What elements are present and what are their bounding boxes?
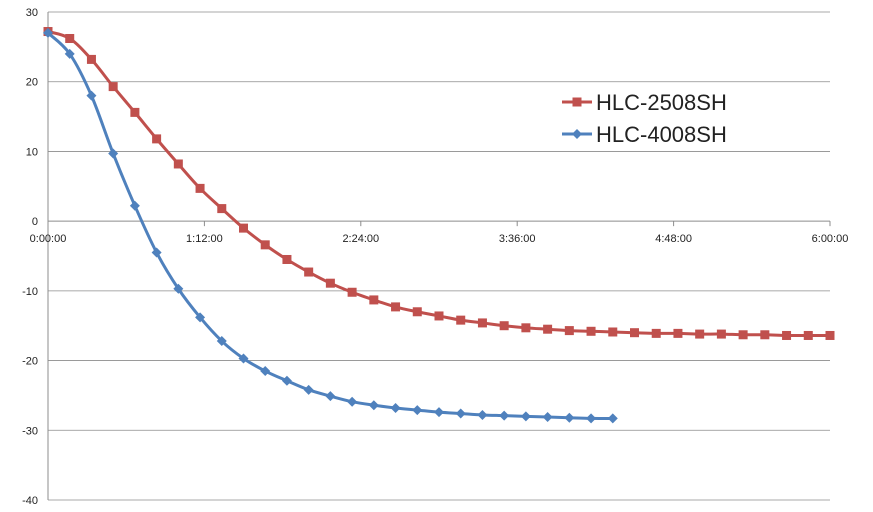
data-point-hlc-2508sh [456, 315, 466, 325]
data-point-hlc-2508sh [391, 302, 401, 312]
data-point-hlc-2508sh [173, 159, 183, 169]
y-tick-label: 10 [26, 146, 38, 158]
series-line-hlc-2508sh [47, 30, 830, 338]
data-point-hlc-2508sh [521, 323, 531, 333]
data-point-hlc-4008sh [151, 247, 162, 258]
data-point-hlc-4008sh [477, 409, 488, 420]
data-point-hlc-2508sh [434, 311, 444, 321]
y-tick-label: -10 [22, 286, 38, 298]
x-tick-label: 2:24:00 [342, 233, 379, 245]
data-point-hlc-2508sh [325, 278, 335, 288]
data-point-hlc-2508sh [369, 295, 379, 305]
data-point-hlc-2508sh [347, 287, 357, 297]
data-point-hlc-2508sh [477, 318, 487, 328]
data-point-hlc-4008sh [260, 366, 271, 377]
data-point-hlc-2508sh [782, 330, 792, 340]
data-point-hlc-4008sh [303, 384, 314, 395]
data-point-hlc-2508sh [195, 183, 205, 193]
data-point-hlc-4008sh [412, 405, 423, 416]
legend-label-hlc-2508sh: HLC-2508SH [596, 90, 727, 115]
data-point-hlc-2508sh [260, 240, 270, 250]
data-point-hlc-4008sh [195, 312, 206, 323]
data-point-hlc-4008sh [238, 353, 249, 364]
data-point-hlc-2508sh [716, 329, 726, 339]
data-point-hlc-2508sh [630, 328, 639, 338]
y-tick-label: -40 [22, 495, 38, 507]
data-point-hlc-4008sh [281, 375, 292, 386]
data-point-hlc-4008sh [173, 283, 184, 294]
data-point-hlc-2508sh [152, 134, 162, 144]
data-point-hlc-4008sh [368, 400, 379, 411]
data-point-hlc-2508sh [412, 307, 422, 317]
data-point-hlc-2508sh [543, 324, 553, 334]
data-point-hlc-4008sh [347, 396, 358, 407]
legend-label-hlc-4008sh: HLC-4008SH [596, 122, 727, 147]
data-point-hlc-4008sh [108, 148, 119, 159]
data-point-hlc-2508sh [304, 267, 314, 277]
data-point-hlc-4008sh [455, 408, 466, 419]
x-tick-label: 4:48:00 [655, 233, 692, 245]
data-point-hlc-2508sh [217, 204, 227, 214]
x-tick-label: 1:12:00 [186, 233, 223, 245]
legend-marker-hlc-4008sh [572, 129, 582, 139]
x-tick-label: 6:00:00 [812, 233, 849, 245]
data-point-hlc-4008sh [607, 413, 618, 424]
data-point-hlc-2508sh [239, 223, 248, 233]
y-tick-label: -30 [22, 425, 38, 437]
data-point-hlc-2508sh [86, 54, 96, 64]
data-point-hlc-2508sh [695, 329, 705, 339]
data-point-hlc-2508sh [130, 107, 140, 117]
data-point-hlc-4008sh [43, 27, 53, 38]
data-point-hlc-2508sh [282, 254, 292, 264]
y-tick-label: -20 [22, 356, 38, 368]
data-point-hlc-4008sh [520, 411, 531, 422]
data-point-hlc-2508sh [564, 326, 574, 336]
data-point-hlc-2508sh [108, 82, 118, 92]
data-point-hlc-2508sh [803, 330, 813, 340]
data-point-hlc-4008sh [542, 412, 553, 423]
legend-marker-hlc-2508sh [572, 97, 582, 107]
y-tick-label: 20 [26, 77, 38, 89]
data-point-hlc-4008sh [586, 413, 597, 424]
x-tick-label: 3:36:00 [499, 233, 536, 245]
data-point-hlc-4008sh [564, 412, 575, 423]
data-point-hlc-4008sh [325, 391, 336, 402]
y-tick-label: 30 [26, 7, 38, 19]
data-point-hlc-2508sh [738, 330, 748, 340]
y-tick-label: 0 [32, 216, 38, 228]
data-point-hlc-4008sh [499, 410, 510, 421]
data-point-hlc-2508sh [760, 330, 770, 340]
data-point-hlc-4008sh [216, 336, 227, 347]
data-point-hlc-4008sh [64, 48, 75, 59]
data-point-hlc-2508sh [499, 321, 509, 331]
data-point-hlc-2508sh [608, 327, 618, 337]
data-point-hlc-4008sh [434, 407, 444, 418]
data-point-hlc-4008sh [390, 402, 401, 413]
data-point-hlc-4008sh [86, 90, 97, 101]
data-point-hlc-2508sh [651, 328, 661, 338]
data-point-hlc-2508sh [586, 326, 596, 336]
data-point-hlc-4008sh [129, 200, 140, 211]
data-point-hlc-2508sh [825, 330, 835, 340]
x-tick-label: 0:00:00 [30, 233, 67, 245]
data-point-hlc-2508sh [65, 33, 75, 43]
data-point-hlc-2508sh [673, 328, 683, 338]
